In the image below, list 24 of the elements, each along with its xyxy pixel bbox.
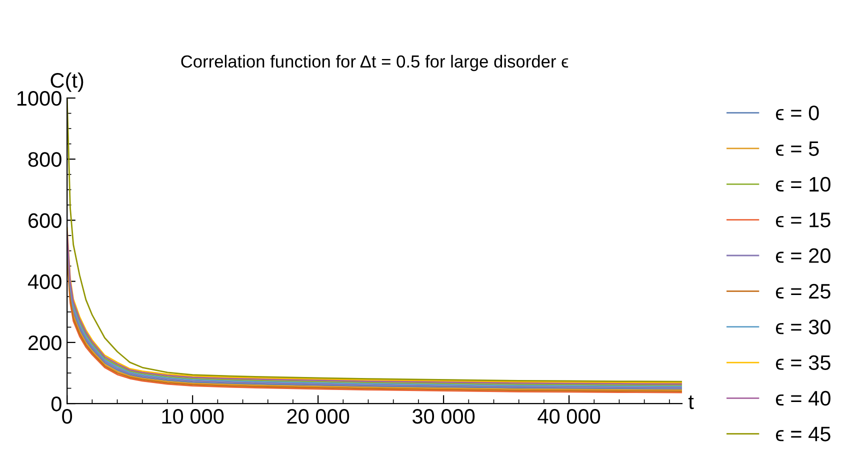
x-tick-label: 30 000: [412, 408, 475, 424]
x-axis-title: t: [688, 395, 694, 410]
legend-label: ϵ = 5: [776, 141, 819, 156]
y-tick-label: 600: [28, 213, 62, 228]
y-tick-label: 400: [28, 274, 62, 290]
legend-label: ϵ = 25: [776, 284, 830, 299]
y-tick-label: 0: [51, 396, 62, 412]
x-tick-label: 40 000: [538, 408, 600, 424]
chart-title: Correlation function for Δt = 0.5 for large disorder ϵ: [181, 54, 568, 72]
legend-label: ϵ = 30: [776, 320, 830, 334]
legend-label: ϵ = 45: [776, 426, 830, 442]
legend-label: ϵ = 20: [776, 248, 830, 263]
legend-label: ϵ = 35: [776, 355, 830, 370]
legend-label: ϵ = 10: [776, 176, 830, 192]
y-axis-title: C(t): [50, 72, 84, 92]
x-tick-label: 0: [62, 408, 72, 424]
legend-label: ϵ = 15: [776, 212, 830, 228]
legend-label: ϵ = 40: [776, 390, 830, 406]
x-tick-label: 20 000: [287, 408, 350, 424]
y-tick-label: 1000: [17, 91, 62, 106]
y-tick-label: 200: [28, 335, 62, 350]
x-tick-label: 10 000: [162, 408, 224, 424]
legend-label: ϵ = 0: [776, 106, 819, 120]
y-tick-label: 800: [28, 152, 62, 167]
